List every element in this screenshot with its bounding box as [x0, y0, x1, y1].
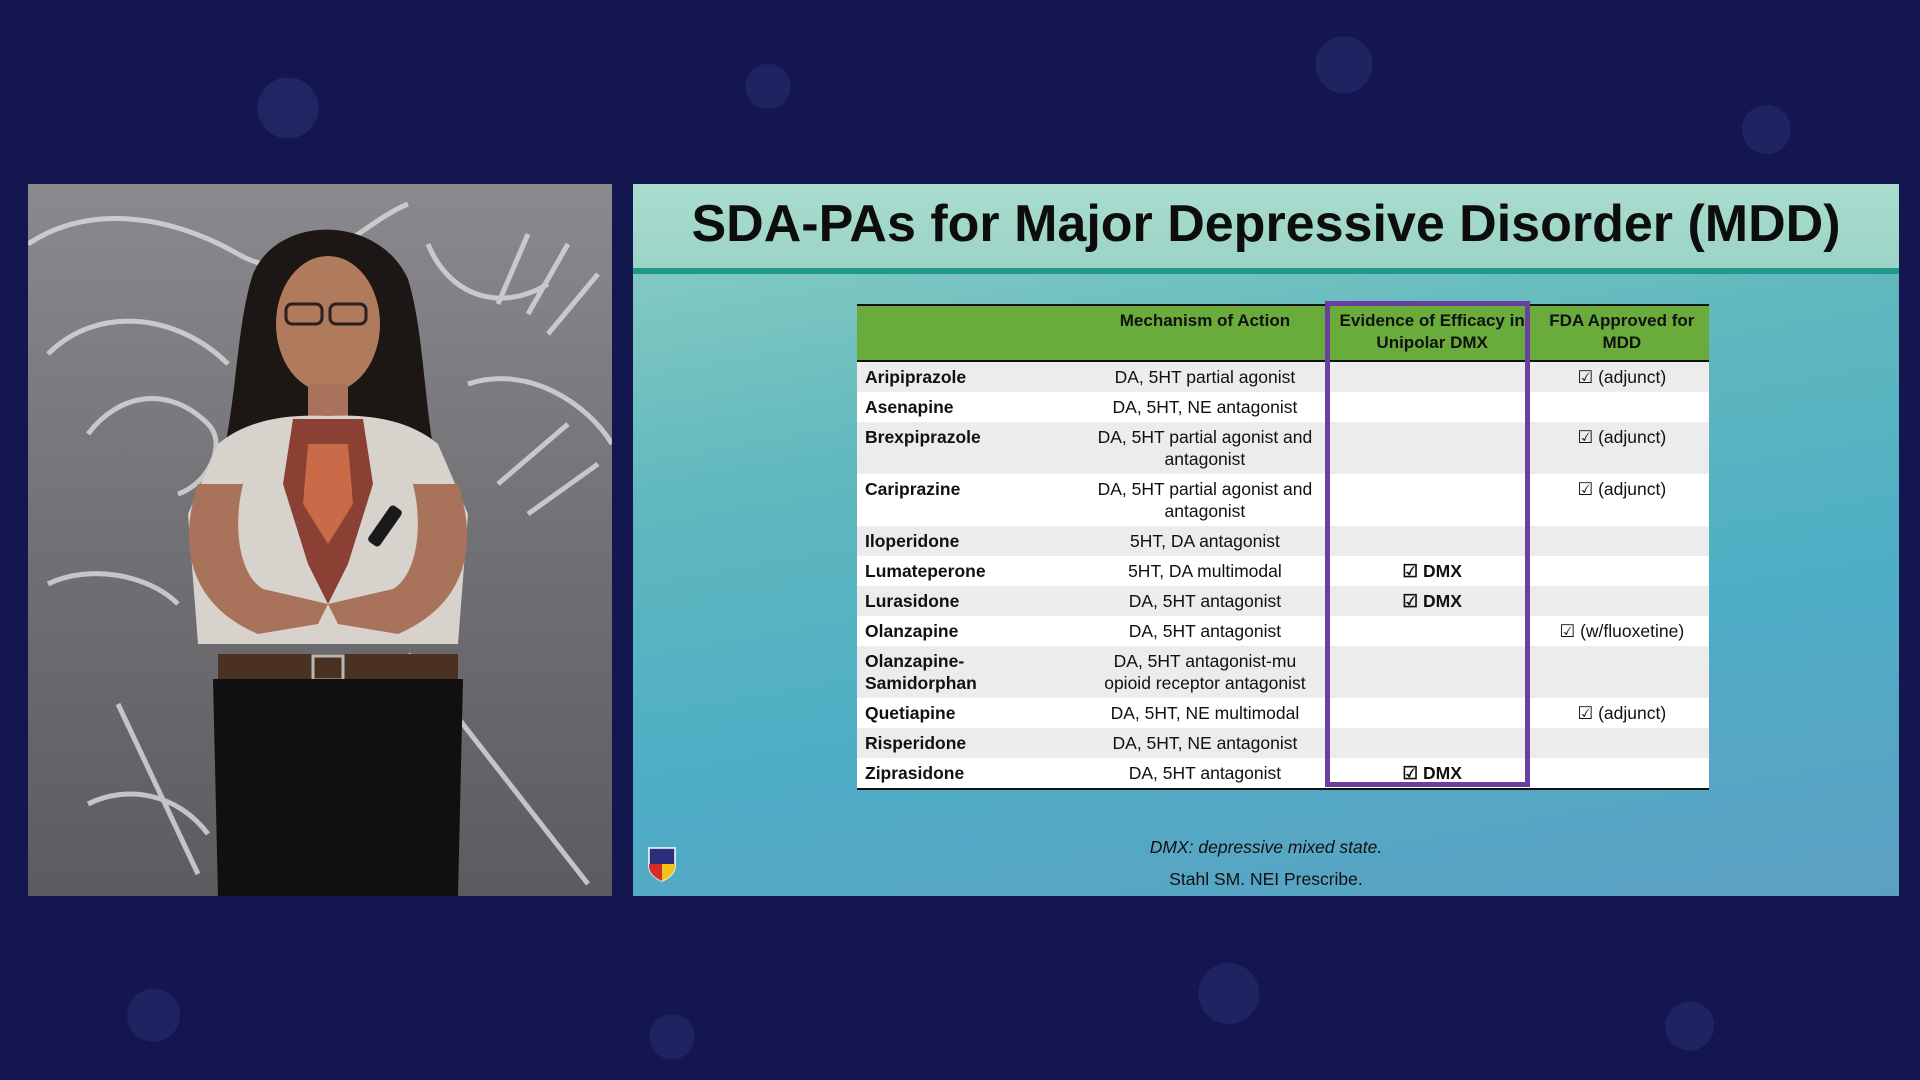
efficacy-cell	[1329, 361, 1535, 392]
slide-title: SDA-PAs for Major Depressive Disorder (M…	[691, 195, 1841, 253]
mechanism-cell: DA, 5HT antagonist	[1080, 616, 1330, 646]
drug-table: Mechanism of Action Evidence of Efficacy…	[857, 304, 1709, 790]
drug-name: Aripiprazole	[857, 361, 1081, 392]
fda-cell	[1534, 556, 1709, 586]
presentation-slide: SDA-PAs for Major Depressive Disorder (M…	[633, 184, 1899, 896]
drug-name: Cariprazine	[857, 474, 1081, 526]
nei-shield-logo	[648, 847, 676, 882]
drug-name: Olanzapine	[857, 616, 1081, 646]
mechanism-cell: DA, 5HT antagonist	[1080, 758, 1330, 789]
mechanism-cell: 5HT, DA antagonist	[1080, 526, 1330, 556]
table-row: Cariprazine DA, 5HT partial agonist and …	[857, 474, 1709, 526]
mechanism-cell: DA, 5HT, NE antagonist	[1080, 392, 1330, 422]
efficacy-cell	[1329, 728, 1535, 758]
header-efficacy: Evidence of Efficacy in Unipolar DMX	[1329, 305, 1535, 362]
table-row: Lumateperone 5HT, DA multimodal ☑ DMX	[857, 556, 1709, 586]
table-row: Ziprasidone DA, 5HT antagonist ☑ DMX	[857, 758, 1709, 789]
table-row: Olanzapine DA, 5HT antagonist ☑ (w/fluox…	[857, 616, 1709, 646]
drug-name: Quetiapine	[857, 698, 1081, 728]
slide-reference: Stahl SM. NEI Prescribe.	[1169, 869, 1363, 889]
drug-name: Ziprasidone	[857, 758, 1081, 789]
header-drug	[857, 305, 1081, 362]
efficacy-cell	[1329, 392, 1535, 422]
drug-name: Olanzapine-Samidorphan	[857, 646, 1081, 698]
slide-title-rule	[633, 268, 1899, 274]
drug-name: Asenapine	[857, 392, 1081, 422]
efficacy-cell: ☑ DMX	[1329, 556, 1535, 586]
efficacy-cell	[1329, 474, 1535, 526]
speaker-video	[28, 184, 612, 896]
mechanism-cell: DA, 5HT antagonist-mu opioid receptor an…	[1080, 646, 1330, 698]
efficacy-cell	[1329, 526, 1535, 556]
header-fda: FDA Approved for MDD	[1534, 305, 1709, 362]
mechanism-cell: DA, 5HT antagonist	[1080, 586, 1330, 616]
fda-cell: ☑ (adjunct)	[1534, 422, 1709, 474]
table-row: Quetiapine DA, 5HT, NE multimodal ☑ (adj…	[857, 698, 1709, 728]
drug-name: Risperidone	[857, 728, 1081, 758]
fda-cell: ☑ (adjunct)	[1534, 474, 1709, 526]
table-row: Olanzapine-Samidorphan DA, 5HT antagonis…	[857, 646, 1709, 698]
efficacy-cell	[1329, 698, 1535, 728]
mechanism-cell: DA, 5HT partial agonist and antagonist	[1080, 474, 1330, 526]
table-row: Brexpiprazole DA, 5HT partial agonist an…	[857, 422, 1709, 474]
slide-title-band	[633, 184, 1899, 268]
header-mechanism: Mechanism of Action	[1080, 305, 1330, 362]
fda-cell	[1534, 526, 1709, 556]
drug-name: Iloperidone	[857, 526, 1081, 556]
fda-cell: ☑ (w/fluoxetine)	[1534, 616, 1709, 646]
fda-cell: ☑ (adjunct)	[1534, 698, 1709, 728]
table-header-row: Mechanism of Action Evidence of Efficacy…	[857, 305, 1709, 362]
fda-cell	[1534, 586, 1709, 616]
efficacy-cell	[1329, 646, 1535, 698]
fda-cell: ☑ (adjunct)	[1534, 361, 1709, 392]
drug-name: Lurasidone	[857, 586, 1081, 616]
speaker-video-frame	[28, 201, 612, 896]
drug-name: Lumateperone	[857, 556, 1081, 586]
mechanism-cell: DA, 5HT, NE multimodal	[1080, 698, 1330, 728]
fda-cell	[1534, 646, 1709, 698]
table-row: Risperidone DA, 5HT, NE antagonist	[857, 728, 1709, 758]
efficacy-cell	[1329, 422, 1535, 474]
drug-name: Brexpiprazole	[857, 422, 1081, 474]
table-row: Lurasidone DA, 5HT antagonist ☑ DMX	[857, 586, 1709, 616]
efficacy-cell	[1329, 616, 1535, 646]
efficacy-cell: ☑ DMX	[1329, 758, 1535, 789]
mechanism-cell: 5HT, DA multimodal	[1080, 556, 1330, 586]
fda-cell	[1534, 758, 1709, 789]
fda-cell	[1534, 728, 1709, 758]
table-row: Iloperidone 5HT, DA antagonist	[857, 526, 1709, 556]
table-row: Aripiprazole DA, 5HT partial agonist ☑ (…	[857, 361, 1709, 392]
mechanism-cell: DA, 5HT, NE antagonist	[1080, 728, 1330, 758]
mechanism-cell: DA, 5HT partial agonist	[1080, 361, 1330, 392]
efficacy-cell: ☑ DMX	[1329, 586, 1535, 616]
table-row: Asenapine DA, 5HT, NE antagonist	[857, 392, 1709, 422]
fda-cell	[1534, 392, 1709, 422]
footnote-dmx: DMX: depressive mixed state.	[1149, 837, 1383, 857]
mechanism-cell: DA, 5HT partial agonist and antagonist	[1080, 422, 1330, 474]
